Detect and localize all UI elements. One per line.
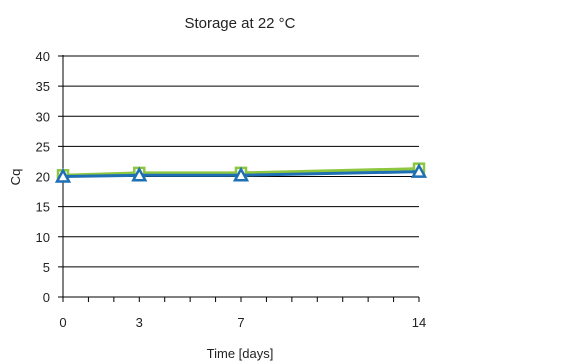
data-point-triangle	[232, 166, 250, 182]
y-tick-label: 30	[36, 109, 50, 124]
series-line-2	[62, 170, 420, 178]
data-point-triangle	[410, 163, 428, 178]
y-tick-label: 35	[36, 79, 50, 94]
series-line-1	[62, 167, 420, 177]
y-tick-label: 5	[43, 260, 50, 275]
gridlines	[63, 55, 419, 268]
x-tick-label: 0	[59, 315, 66, 330]
y-tick-label: 15	[36, 200, 50, 215]
x-tick-labels: 0 3 7 14	[59, 315, 426, 330]
x-tick-label: 3	[136, 315, 143, 330]
x-tick-label: 14	[412, 315, 426, 330]
data-point-triangle	[131, 166, 148, 182]
y-tick-label: 40	[36, 49, 50, 64]
series-group	[54, 162, 428, 183]
y-tick-labels: 0 5 10 15 20 25 30 35 40	[36, 49, 50, 305]
x-axis-label: Time [days]	[207, 346, 274, 361]
x-tick-label: 7	[237, 315, 244, 330]
y-tick-label: 25	[36, 139, 50, 154]
y-tick-label: 0	[43, 290, 50, 305]
chart-title: Storage at 22 °C	[184, 15, 295, 32]
y-tick-label: 10	[36, 230, 50, 245]
y-tick-label: 20	[36, 170, 50, 185]
data-point-triangle	[54, 167, 72, 183]
y-axis-label: Cq	[8, 169, 23, 186]
